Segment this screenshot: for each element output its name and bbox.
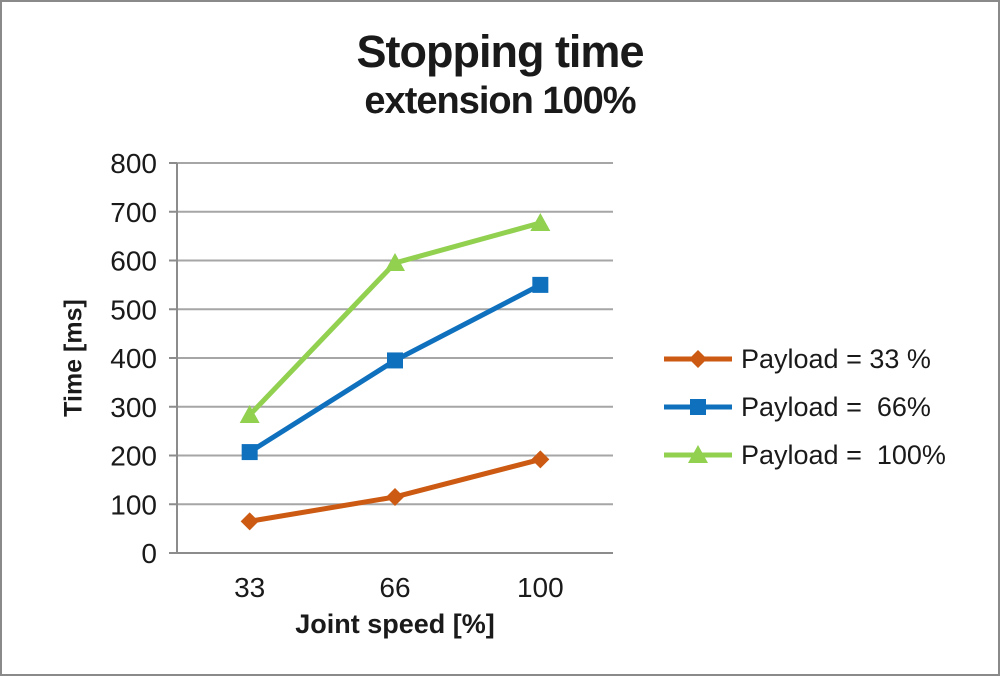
marker-square [690, 399, 706, 415]
y-tick-label: 400 [110, 343, 157, 374]
marker-diamond [531, 450, 550, 469]
y-tick-label: 800 [110, 148, 157, 179]
y-tick-label: 100 [110, 489, 157, 520]
x-tick-label: 33 [234, 572, 265, 603]
legend-swatch [664, 350, 732, 368]
legend-label: Payload = 33 % [741, 343, 931, 374]
legend-item: Payload = 33 % [662, 335, 946, 383]
x-axis-title: Joint speed [%] [295, 609, 495, 639]
y-tick-label: 0 [141, 538, 157, 569]
x-tick-label: 66 [379, 572, 410, 603]
y-tick-label: 600 [110, 246, 157, 277]
marker-square [532, 276, 549, 293]
x-tick-label: 100 [517, 572, 564, 603]
marker-triangle [688, 445, 708, 463]
marker-square [241, 444, 258, 461]
marker-diamond [386, 487, 404, 506]
legend: Payload = 33 % Payload = 66% Payload = 100… [662, 335, 946, 479]
marker-triangle [239, 405, 260, 424]
chart-header: Stopping time extension 100% [2, 26, 998, 123]
y-tick-label: 300 [110, 392, 157, 423]
marker-triangle [530, 212, 551, 231]
chart-title: Stopping time [356, 26, 645, 77]
series-line [247, 220, 543, 418]
marker-diamond [240, 512, 259, 531]
y-tick-label: 700 [110, 197, 157, 228]
legend-swatch [664, 399, 732, 415]
y-tick-label: 200 [110, 441, 157, 472]
y-tick-label: 500 [110, 294, 157, 325]
legend-swatch [664, 445, 732, 463]
legend-label: Payload = 100% [741, 439, 946, 470]
chart-subtitle: extension 100% [364, 79, 636, 122]
legend-label: Payload = 66% [741, 391, 931, 422]
marker-square [387, 352, 403, 369]
y-axis-title: Time [ms] [59, 299, 88, 417]
legend-item: Payload = 66% [662, 383, 946, 431]
legend-item: Payload = 100% [662, 431, 946, 479]
marker-diamond [689, 350, 707, 368]
marker-triangle [385, 252, 405, 271]
